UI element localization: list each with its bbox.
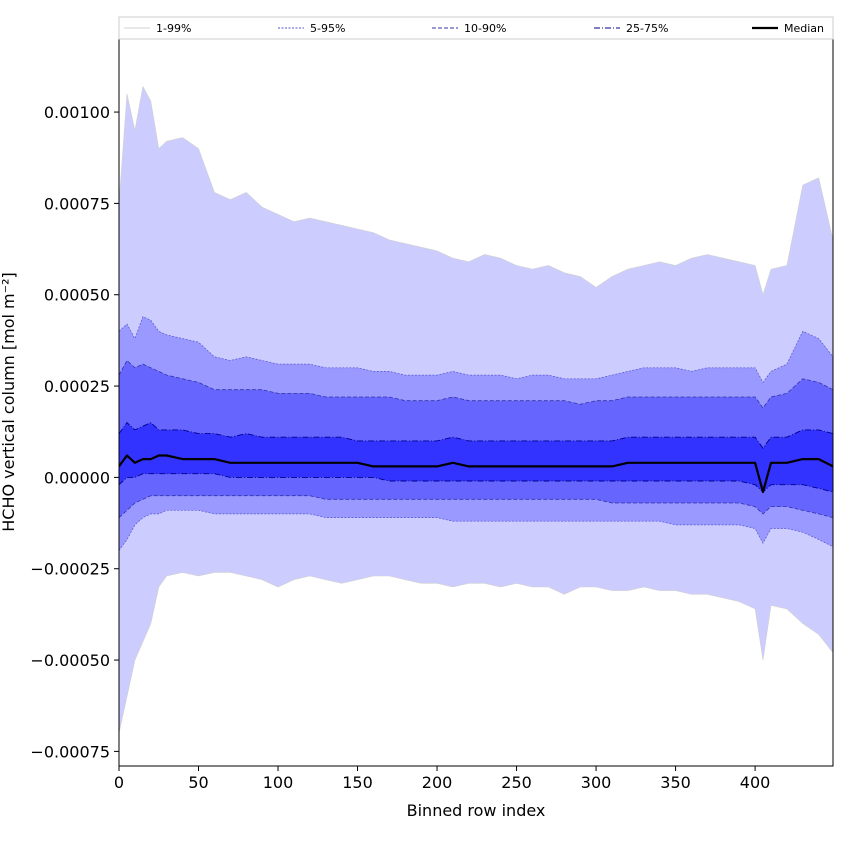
legend-label: 1-99% — [156, 22, 191, 35]
x-axis: 0 50 100 150 200 250 300 350 400 — [114, 766, 770, 792]
y-tick-label: 0.00075 — [44, 194, 110, 213]
legend-label: Median — [784, 22, 824, 35]
legend-box — [118, 16, 834, 40]
legend-label: 10-90% — [464, 22, 506, 35]
x-tick-label: 400 — [740, 773, 771, 792]
legend-label: 25-75% — [626, 22, 668, 35]
y-tick-label: 0.00025 — [44, 377, 110, 396]
y-axis-label: HCHO vertical column [mol m⁻²] — [0, 272, 18, 531]
y-tick-label: −0.00075 — [30, 742, 110, 761]
y-tick-label: −0.00050 — [30, 651, 110, 670]
y-tick-label: 0.00050 — [44, 286, 110, 305]
x-tick-label: 150 — [342, 773, 373, 792]
band-lower-line-1 — [119, 509, 833, 551]
line-layer — [119, 85, 833, 734]
legend: 1-99% 5-95% 10-90% 25-75% Median — [118, 16, 834, 40]
y-tick-label: 0.00100 — [44, 103, 110, 122]
band-upper-line-0 — [119, 85, 833, 296]
band-upper-line-1 — [119, 316, 833, 384]
y-axis: −0.00075 −0.00050 −0.00025 0.00000 0.00025 0.… — [30, 103, 119, 761]
x-tick-label: 200 — [422, 773, 453, 792]
x-tick-label: 350 — [660, 773, 691, 792]
x-tick-label: 0 — [114, 773, 124, 792]
legend-label: 5-95% — [310, 22, 345, 35]
y-tick-label: 0.00000 — [44, 468, 110, 487]
y-tick-label: −0.00025 — [30, 560, 110, 579]
band-upper-line-3 — [119, 421, 833, 449]
band-upper-line-2 — [119, 359, 833, 409]
band-lower-line-0 — [119, 572, 833, 734]
band-area-3 — [119, 422, 833, 492]
x-tick-label: 300 — [581, 773, 612, 792]
band-lower-line-2 — [119, 495, 833, 518]
x-tick-label: 100 — [263, 773, 294, 792]
x-axis-label: Binned row index — [407, 801, 546, 820]
band-lower-line-3 — [119, 473, 833, 493]
x-tick-label: 250 — [501, 773, 532, 792]
x-tick-label: 50 — [188, 773, 208, 792]
band-layer — [119, 86, 833, 734]
median-line — [119, 454, 833, 494]
